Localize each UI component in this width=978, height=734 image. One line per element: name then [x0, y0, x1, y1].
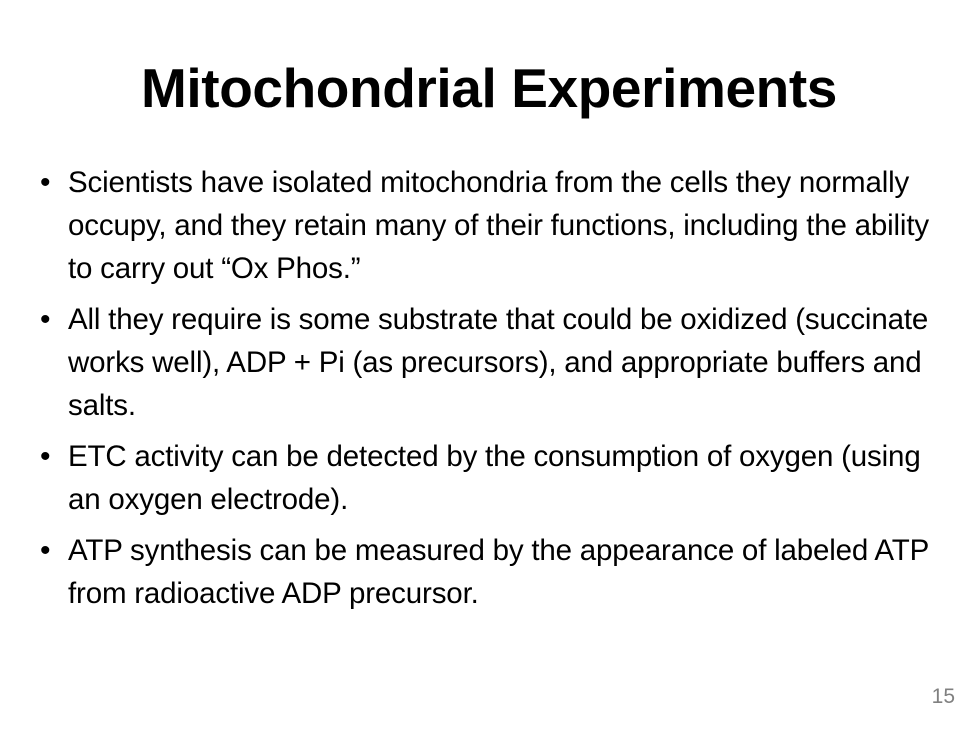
- slide-body-bullet-list: • Scientists have isolated mitochondria …: [34, 161, 934, 615]
- bullet-item-2: • All they require is some substrate tha…: [34, 298, 934, 427]
- bullet-item-1: • Scientists have isolated mitochondria …: [34, 161, 934, 290]
- bullet-point-icon: •: [40, 534, 51, 567]
- bullet-item-4-text: ATP synthesis can be measured by the app…: [68, 534, 929, 610]
- bullet-item-3-text: ETC activity can be detected by the cons…: [68, 440, 921, 516]
- bullet-point-icon: •: [40, 303, 51, 336]
- bullet-item-4: • ATP synthesis can be measured by the a…: [34, 529, 934, 615]
- bullet-point-icon: •: [40, 440, 51, 473]
- bullet-point-icon: •: [40, 166, 51, 199]
- slide-page-number: 15: [931, 685, 955, 708]
- bullet-item-1-text: Scientists have isolated mitochondria fr…: [68, 166, 929, 285]
- slide-title: Mitochondrial Experiments: [141, 57, 837, 119]
- bullet-item-2-text: All they require is some substrate that …: [68, 303, 929, 422]
- bullet-item-3: • ETC activity can be detected by the co…: [34, 435, 934, 521]
